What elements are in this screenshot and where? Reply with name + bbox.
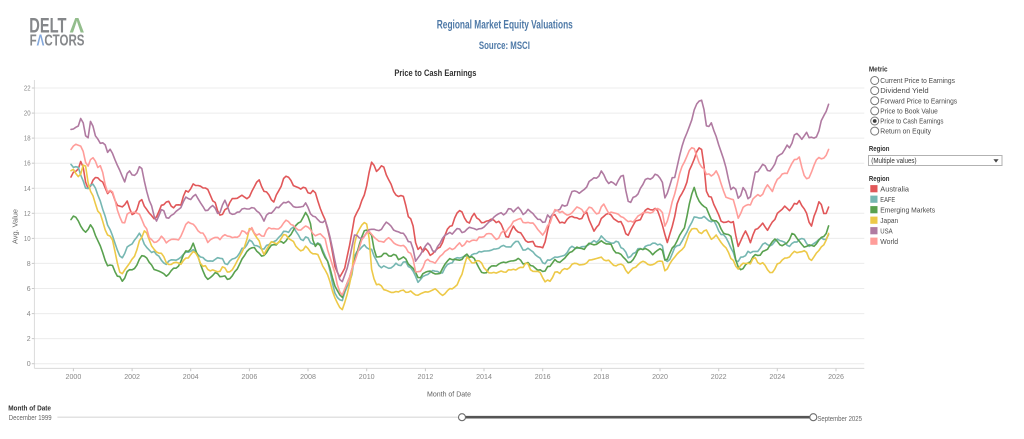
svg-text:Price to Cash Earnings: Price to Cash Earnings xyxy=(394,68,476,78)
svg-text:2016: 2016 xyxy=(535,372,551,381)
svg-text:Month of Date: Month of Date xyxy=(427,389,471,398)
svg-text:Price to Book Value: Price to Book Value xyxy=(880,107,938,116)
svg-text:Region: Region xyxy=(869,174,890,183)
svg-text:2000: 2000 xyxy=(66,372,82,381)
svg-text:Regional Market Equity Valuati: Regional Market Equity Valuations xyxy=(437,19,573,31)
svg-text:2022: 2022 xyxy=(711,372,727,381)
svg-text:2: 2 xyxy=(27,336,31,343)
svg-text:Japan: Japan xyxy=(880,216,898,225)
svg-text:2004: 2004 xyxy=(183,372,199,381)
svg-text:16: 16 xyxy=(24,161,31,168)
svg-text:22: 22 xyxy=(24,86,31,93)
svg-text:FΛCTORS: FΛCTORS xyxy=(30,33,85,50)
svg-text:Australia: Australia xyxy=(880,184,909,193)
svg-text:Current Price to Earnings: Current Price to Earnings xyxy=(880,76,955,85)
svg-text:2012: 2012 xyxy=(418,372,434,381)
svg-text:Emerging Markets: Emerging Markets xyxy=(880,205,935,214)
svg-text:Λ: Λ xyxy=(70,15,84,38)
svg-text:6: 6 xyxy=(27,286,31,293)
svg-text:2006: 2006 xyxy=(242,372,258,381)
svg-text:DELT: DELT xyxy=(29,15,66,38)
svg-text:Avg. Value: Avg. Value xyxy=(11,209,20,244)
svg-text:2018: 2018 xyxy=(593,372,609,381)
svg-text:Month of Date: Month of Date xyxy=(8,403,51,412)
svg-text:December 1999: December 1999 xyxy=(9,415,52,422)
svg-text:Return on Equity: Return on Equity xyxy=(880,127,931,136)
svg-text:2008: 2008 xyxy=(300,372,316,381)
svg-text:4: 4 xyxy=(27,311,31,318)
svg-text:18: 18 xyxy=(24,136,31,143)
svg-text:2026: 2026 xyxy=(828,372,844,381)
svg-text:Source: MSCI: Source: MSCI xyxy=(479,40,530,52)
svg-text:8: 8 xyxy=(27,261,31,268)
svg-text:10: 10 xyxy=(24,236,31,243)
svg-text:2014: 2014 xyxy=(476,372,492,381)
svg-text:(Multiple values): (Multiple values) xyxy=(871,158,916,165)
svg-text:2002: 2002 xyxy=(124,372,140,381)
svg-text:Forward Price to Earnings: Forward Price to Earnings xyxy=(880,96,957,105)
svg-text:USA: USA xyxy=(880,226,893,235)
svg-text:2020: 2020 xyxy=(652,372,668,381)
svg-text:September 2025: September 2025 xyxy=(817,416,862,423)
svg-text:Price to Cash Earnings: Price to Cash Earnings xyxy=(880,117,944,126)
svg-text:2010: 2010 xyxy=(359,372,375,381)
svg-text:14: 14 xyxy=(24,186,31,193)
svg-text:12: 12 xyxy=(24,211,31,218)
svg-text:Region: Region xyxy=(869,144,890,153)
svg-text:0: 0 xyxy=(27,361,31,368)
svg-text:2024: 2024 xyxy=(769,372,785,381)
svg-text:World: World xyxy=(880,237,898,246)
svg-text:Metric: Metric xyxy=(869,64,888,73)
svg-text:EAFE: EAFE xyxy=(880,195,895,204)
svg-text:20: 20 xyxy=(24,111,31,118)
svg-text:Dividend Yield: Dividend Yield xyxy=(880,86,928,95)
